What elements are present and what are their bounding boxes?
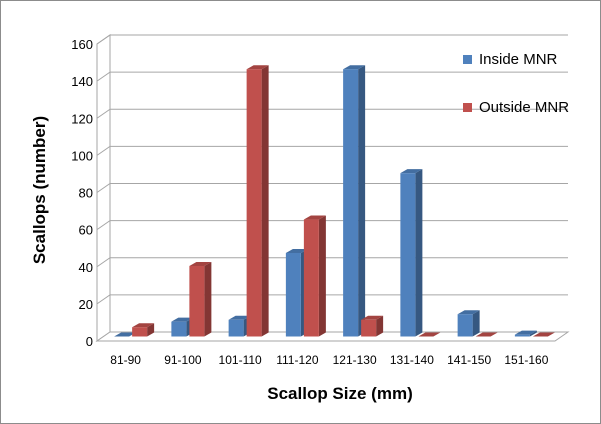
y-tick-labels: 0 20 40 60 80 100 120 140 160 xyxy=(71,37,93,349)
y-tick-label: 100 xyxy=(71,148,93,163)
bar xyxy=(400,169,423,337)
y-tick-label: 140 xyxy=(71,74,93,89)
bar xyxy=(303,215,326,337)
gridline xyxy=(96,183,568,193)
gridline xyxy=(96,257,568,268)
x-tick-label: 131-140 xyxy=(390,353,434,367)
y-tick-label: 0 xyxy=(86,334,93,349)
y-tick-label: 60 xyxy=(79,223,93,238)
legend-swatch xyxy=(463,103,472,112)
gridline xyxy=(96,220,568,231)
x-tick-label: 111-120 xyxy=(276,353,319,367)
bars xyxy=(114,65,555,337)
x-tick-label: 91-100 xyxy=(164,353,202,367)
bar xyxy=(132,323,155,337)
gridline xyxy=(96,108,568,119)
x-tick-labels: 81-90 91-100 101-110 111-120 121-130 131-140 1… xyxy=(110,353,548,367)
bar xyxy=(475,332,498,337)
bar xyxy=(457,310,480,337)
gridlines xyxy=(96,34,568,305)
bar xyxy=(532,332,555,337)
y-tick-label: 80 xyxy=(79,186,93,201)
legend: Inside MNR Outside MNR xyxy=(463,51,569,116)
x-tick-label: 81-90 xyxy=(110,353,141,367)
x-tick-label: 141-150 xyxy=(447,353,491,367)
x-tick-label: 151-160 xyxy=(504,353,548,367)
x-tick-label: 101-110 xyxy=(219,353,262,367)
bar xyxy=(361,315,384,337)
y-tick-label: 40 xyxy=(79,260,93,275)
y-tick-label: 160 xyxy=(71,37,93,52)
bar xyxy=(114,332,137,337)
gridline xyxy=(96,294,568,305)
gridline xyxy=(96,145,568,156)
x-axis-title: Scallop Size (mm) xyxy=(267,384,412,403)
x-tick-label: 121-130 xyxy=(333,353,377,367)
legend-label: Inside MNR xyxy=(479,51,558,68)
y-tick-label: 120 xyxy=(71,111,93,126)
gridline xyxy=(96,71,568,82)
legend-swatch xyxy=(463,55,472,64)
bar xyxy=(189,261,212,337)
floor xyxy=(95,331,570,342)
y-tick-label: 20 xyxy=(79,297,93,312)
bar xyxy=(514,330,537,337)
y-axis-title: Scallops (number) xyxy=(30,116,49,264)
legend-label: Outside MNR xyxy=(479,99,569,116)
gridline xyxy=(96,34,568,45)
bar xyxy=(343,65,366,337)
bar xyxy=(418,332,441,337)
bar xyxy=(246,65,269,337)
